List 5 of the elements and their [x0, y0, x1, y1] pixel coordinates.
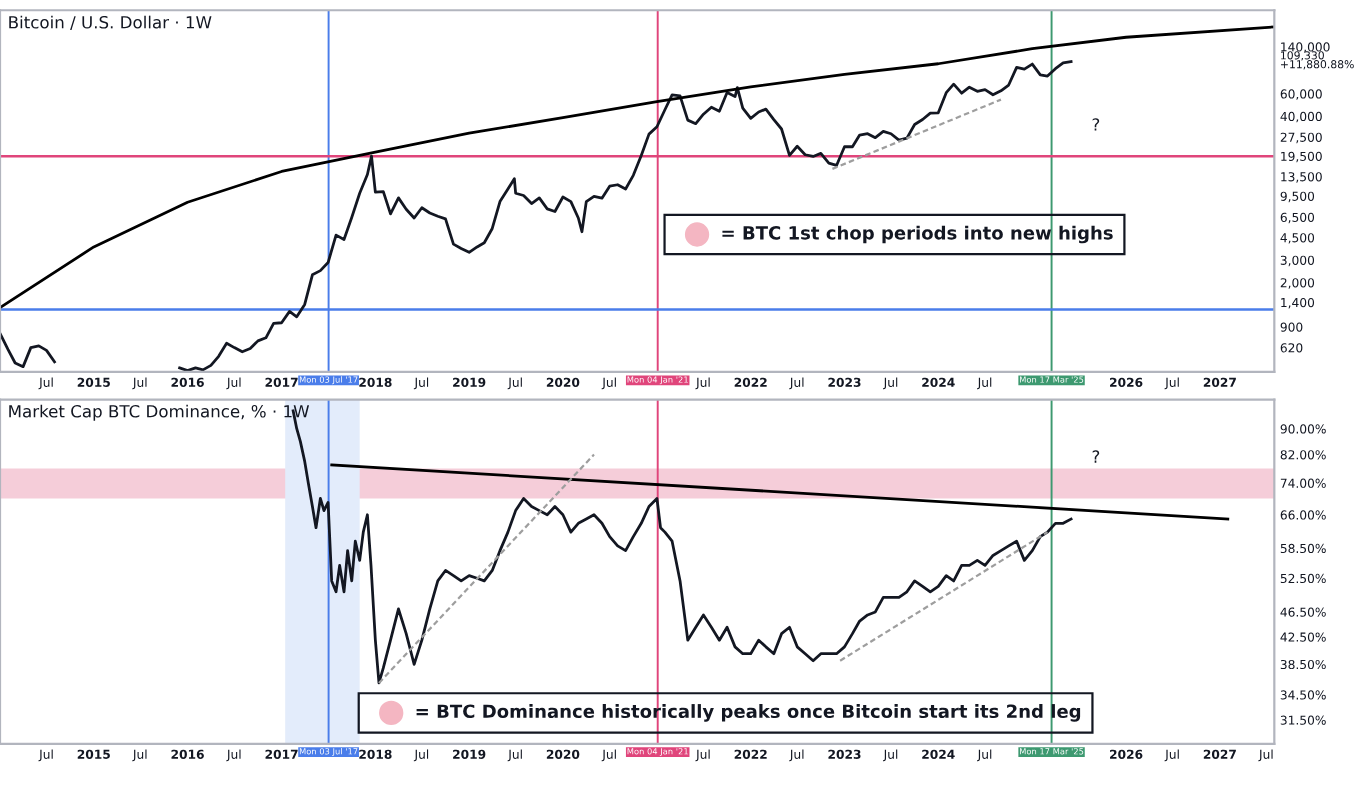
annotation: = BTC 1st chop periods into new highs — [722, 225, 1113, 244]
annotation: ? — [1092, 450, 1100, 463]
annotation: ? — [1092, 118, 1100, 131]
chart-title: Market Cap BTC Dominance, % · 1W — [9, 404, 310, 421]
chart-title: Bitcoin / U.S. Dollar · 1W — [9, 15, 212, 30]
